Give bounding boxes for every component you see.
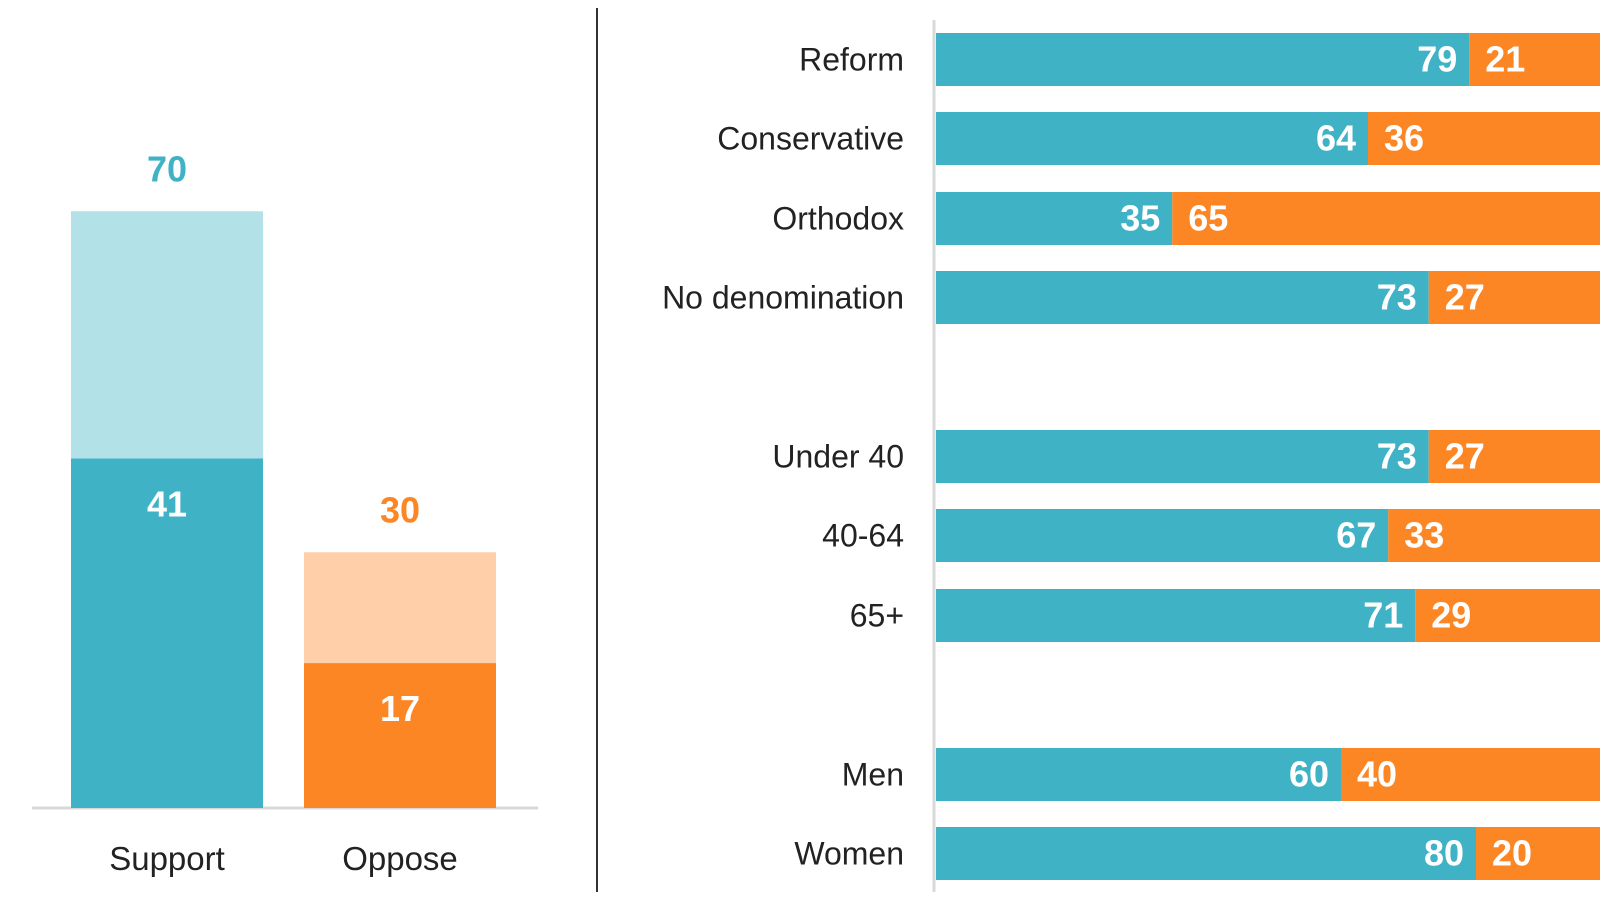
bar-no-denomination-support xyxy=(936,271,1429,324)
bar-65-oppose-value: 29 xyxy=(1431,595,1471,636)
bar-women-label: Women xyxy=(794,836,904,872)
bar-orthodox-label: Orthodox xyxy=(772,201,904,237)
bar-men-support-value: 60 xyxy=(1289,754,1329,795)
bar-65-support-value: 71 xyxy=(1363,595,1403,636)
bar-65-label: 65+ xyxy=(850,598,904,634)
bar-no-denomination-label: No denomination xyxy=(662,280,904,316)
bar-conservative-oppose-value: 36 xyxy=(1384,118,1424,159)
bar-reform-oppose xyxy=(1469,33,1600,86)
column-oppose-total-value: 30 xyxy=(380,489,420,530)
bar-women-oppose-value: 20 xyxy=(1492,833,1532,874)
bar-under-40-support-value: 73 xyxy=(1377,436,1417,477)
bar-orthodox-oppose xyxy=(1172,192,1600,245)
column-oppose-somewhat xyxy=(304,552,496,664)
bar-under-40-oppose-value: 27 xyxy=(1445,436,1485,477)
bar-reform-support-value: 79 xyxy=(1417,39,1457,80)
bar-no-denomination-oppose xyxy=(1428,271,1600,324)
bar-orthodox-oppose-value: 65 xyxy=(1188,198,1228,239)
bar-40-64-oppose xyxy=(1388,509,1600,562)
bar-under-40-support xyxy=(936,430,1429,483)
bar-no-denomination-support-value: 73 xyxy=(1377,277,1417,318)
bar-men-oppose-value: 40 xyxy=(1357,754,1397,795)
column-oppose-strong xyxy=(304,663,496,808)
bar-men-label: Men xyxy=(842,757,904,793)
bar-65-oppose xyxy=(1415,589,1600,642)
column-oppose-label: Oppose xyxy=(342,840,458,877)
bar-65-support xyxy=(936,589,1416,642)
overall-stacked-column-chart: 41 70 Support 17 30 Oppose xyxy=(32,148,538,877)
bar-conservative-support-value: 64 xyxy=(1316,118,1356,159)
bar-reform-label: Reform xyxy=(799,42,904,78)
bar-40-64-label: 40-64 xyxy=(822,518,904,554)
bar-orthodox-support-value: 35 xyxy=(1120,198,1160,239)
column-support-label: Support xyxy=(109,840,225,877)
bar-40-64-support xyxy=(936,509,1389,562)
bar-women-support-value: 80 xyxy=(1424,833,1464,874)
bar-men-support xyxy=(936,748,1341,801)
bar-reform-oppose-value: 21 xyxy=(1485,39,1525,80)
subgroup-stacked-bar-chart: 79 21 Reform 64 36 Conservative 35 65 Orthodox 73… xyxy=(662,20,1600,892)
bar-women-support xyxy=(936,827,1476,880)
bar-no-denomination-oppose-value: 27 xyxy=(1445,277,1485,318)
bar-conservative-support xyxy=(936,112,1368,165)
column-support-strong xyxy=(71,458,263,808)
bar-men-oppose xyxy=(1341,748,1600,801)
bar-40-64-oppose-value: 33 xyxy=(1404,515,1444,556)
bar-conservative-oppose xyxy=(1368,112,1600,165)
column-oppose-strong-value: 17 xyxy=(380,688,420,729)
bar-reform-support xyxy=(936,33,1470,86)
bar-women-oppose xyxy=(1476,827,1600,880)
column-support-strong-value: 41 xyxy=(147,483,187,524)
bar-40-64-support-value: 67 xyxy=(1336,515,1376,556)
bar-under-40-label: Under 40 xyxy=(772,439,904,475)
bar-orthodox-support xyxy=(936,192,1173,245)
bar-under-40-oppose xyxy=(1428,430,1600,483)
column-support-total-value: 70 xyxy=(147,148,187,189)
bar-conservative-label: Conservative xyxy=(717,121,904,157)
column-support-somewhat xyxy=(71,211,263,459)
